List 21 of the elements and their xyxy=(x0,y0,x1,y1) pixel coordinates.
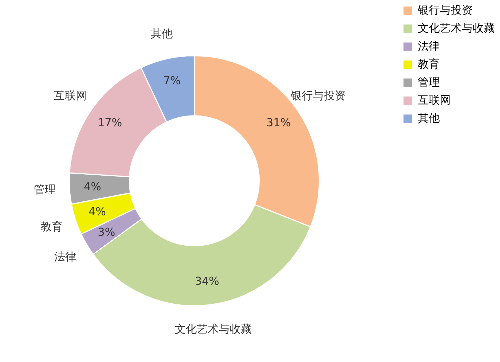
slice-label: 教育 xyxy=(40,220,63,234)
legend-label: 互联网 xyxy=(418,94,451,107)
data-label: 17% xyxy=(98,116,122,130)
legend-label: 法律 xyxy=(418,40,440,53)
data-label: 3% xyxy=(98,226,116,239)
data-label: 4% xyxy=(84,180,102,194)
legend-label: 管理 xyxy=(418,76,440,89)
slice-label: 文化艺术与收藏 xyxy=(174,322,252,336)
slice-label: 法律 xyxy=(54,250,76,264)
slice-label: 银行与投资 xyxy=(290,90,346,103)
data-label: 34% xyxy=(195,275,220,288)
legend-label: 教育 xyxy=(418,58,440,71)
data-label: 7% xyxy=(164,74,181,88)
legend-label: 银行与投资 xyxy=(417,4,473,17)
slice-label: 管理 xyxy=(34,183,56,196)
slice-label: 其他 xyxy=(150,28,173,41)
slice-label: 互联网 xyxy=(54,90,87,103)
data-label: 4% xyxy=(88,206,106,219)
legend-label: 其他 xyxy=(418,112,440,125)
data-label: 31% xyxy=(266,116,292,130)
legend-label: 文化艺术与收藏 xyxy=(418,22,495,35)
